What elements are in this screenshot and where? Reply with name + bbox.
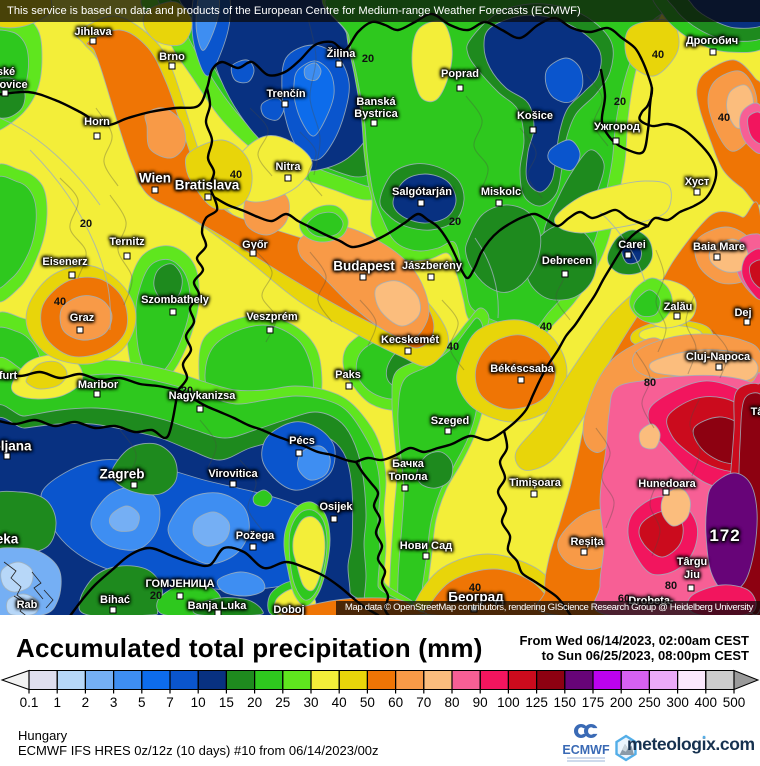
svg-text:0.1: 0.1 bbox=[20, 695, 39, 710]
svg-text:50: 50 bbox=[360, 695, 375, 710]
svg-text:80: 80 bbox=[444, 695, 459, 710]
svg-text:125: 125 bbox=[525, 695, 548, 710]
svg-text:90: 90 bbox=[473, 695, 488, 710]
svg-text:300: 300 bbox=[666, 695, 689, 710]
svg-text:150: 150 bbox=[554, 695, 577, 710]
svg-text:60: 60 bbox=[388, 695, 403, 710]
svg-text:25: 25 bbox=[275, 695, 290, 710]
svg-text:ECMWF: ECMWF bbox=[562, 743, 610, 757]
svg-text:30: 30 bbox=[303, 695, 318, 710]
svg-text:100: 100 bbox=[497, 695, 520, 710]
svg-text:175: 175 bbox=[582, 695, 605, 710]
svg-text:250: 250 bbox=[638, 695, 661, 710]
svg-text:500: 500 bbox=[723, 695, 746, 710]
svg-text:70: 70 bbox=[416, 695, 431, 710]
svg-text:2: 2 bbox=[82, 695, 90, 710]
svg-text:40: 40 bbox=[332, 695, 347, 710]
svg-text:10: 10 bbox=[191, 695, 206, 710]
svg-text:7: 7 bbox=[166, 695, 174, 710]
svg-text:3: 3 bbox=[110, 695, 118, 710]
svg-text:1: 1 bbox=[53, 695, 61, 710]
svg-text:20: 20 bbox=[247, 695, 262, 710]
svg-text:5: 5 bbox=[138, 695, 146, 710]
svg-text:200: 200 bbox=[610, 695, 633, 710]
svg-text:15: 15 bbox=[219, 695, 234, 710]
svg-text:400: 400 bbox=[695, 695, 718, 710]
